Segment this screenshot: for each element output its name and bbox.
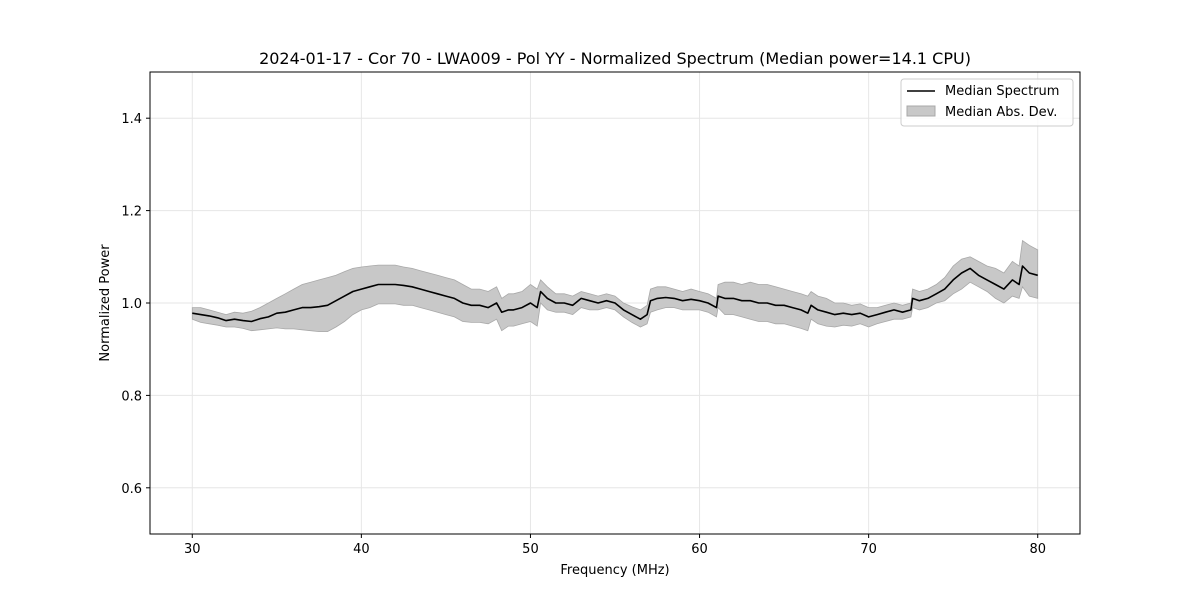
x-tick-label: 60 — [691, 542, 708, 557]
y-tick-label: 1.4 — [121, 112, 142, 127]
x-tick-label: 80 — [1029, 542, 1046, 557]
x-tick-label: 50 — [522, 542, 539, 557]
y-tick-label: 0.6 — [121, 482, 142, 497]
y-tick-label: 0.8 — [121, 389, 142, 404]
x-axis-label: Frequency (MHz) — [560, 563, 669, 578]
y-axis-label: Normalized Power — [98, 244, 113, 362]
y-tick-label: 1.0 — [121, 297, 142, 312]
mad-band — [191, 239, 1039, 332]
x-ticks: 30 40 50 60 70 80 — [184, 534, 1046, 557]
x-tick-label: 70 — [860, 542, 877, 557]
legend: Median Spectrum Median Abs. Dev. — [900, 78, 1074, 127]
y-tick-label: 1.2 — [121, 205, 142, 220]
legend-median-label: Median Spectrum — [945, 84, 1059, 99]
legend-box — [900, 78, 1074, 127]
legend-mad-swatch — [906, 105, 936, 117]
median-spectrum-line — [192, 265, 1038, 323]
legend-mad-label: Median Abs. Dev. — [945, 105, 1057, 120]
y-ticks: 0.6 0.8 1.0 1.2 1.4 — [121, 112, 150, 497]
x-tick-label: 30 — [184, 542, 201, 557]
median-line-layer — [192, 265, 1038, 323]
chart-title: 2024-01-17 - Cor 70 - LWA009 - Pol YY - … — [259, 49, 971, 68]
mad-band-layer — [191, 239, 1039, 332]
x-tick-label: 40 — [353, 542, 370, 557]
